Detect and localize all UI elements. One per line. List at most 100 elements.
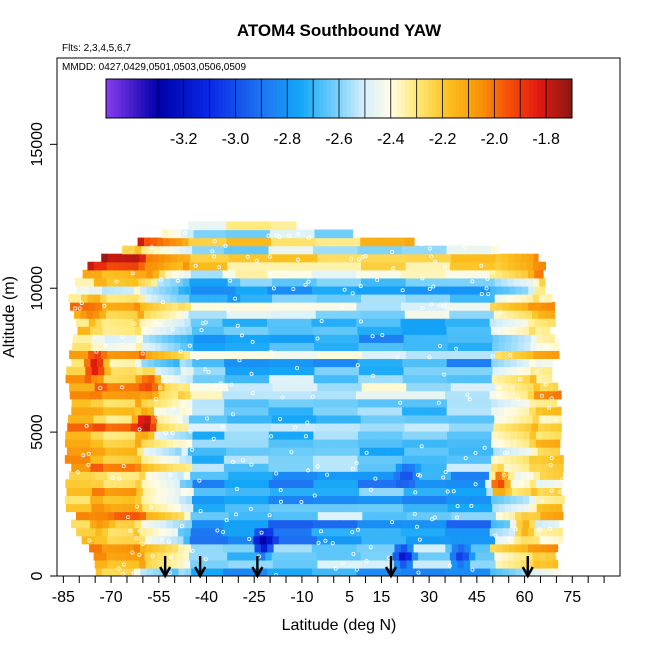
heatmap-cell [291,382,299,392]
sample-point [157,322,162,327]
heatmap-cell [147,519,155,529]
heatmap-cell [414,326,422,335]
heatmap-cell [332,398,340,408]
heatmap-cell [370,406,378,416]
heatmap-cell [232,221,240,231]
sample-point [211,436,216,441]
heatmap-cell [224,374,232,384]
heatmap-cell [352,487,360,497]
sample-point [249,371,254,376]
heatmap-cell [200,221,208,231]
heatmap-cell [381,543,389,553]
heatmap-cell [272,350,280,360]
heatmap-cell [299,567,307,576]
heatmap-cell [208,261,216,271]
heatmap-cell [502,543,510,553]
heatmap-cell [406,471,414,480]
heatmap-cell [86,447,94,456]
heatmap-cell [148,374,156,384]
heatmap-cell [198,463,206,472]
heatmap-cell [469,350,477,360]
heatmap-cell [116,374,124,384]
heatmap-cell [246,414,254,424]
heatmap-cell [300,439,308,448]
heatmap-cell [558,535,564,545]
heatmap-cell [457,269,465,279]
heatmap-cell [175,237,183,247]
sample-point [375,277,380,282]
heatmap-cell [303,261,311,271]
sample-point [200,321,205,326]
heatmap-cell [161,334,169,343]
heatmap-cell [495,559,503,569]
heatmap-cell [239,221,247,231]
heatmap-cell [523,374,531,384]
heatmap-cell [196,511,204,521]
heatmap-cell [134,455,142,464]
heatmap-cell [314,366,322,376]
heatmap-cell [226,221,234,231]
heatmap-cell [314,487,322,497]
heatmap-cell [470,511,478,521]
heatmap-cell [248,269,255,279]
heatmap-cell [278,293,286,303]
sample-point [540,393,545,398]
sample-point [140,351,145,356]
heatmap-cell [259,535,267,545]
sample-point [117,476,122,481]
heatmap-cell [499,487,507,497]
heatmap-cell [487,310,495,319]
y-tick-label: 5000 [29,414,46,450]
heatmap-cell [363,245,371,255]
heatmap-cell [130,422,138,432]
profile-arrow [251,556,264,579]
heatmap-cell [99,551,107,561]
heatmap-cell [545,414,553,424]
heatmap-cell [489,253,497,263]
heatmap-cell [90,439,98,448]
heatmap-cell [491,495,498,505]
heatmap-cell [409,342,417,351]
heatmap-cell [540,269,544,279]
sample-point [490,270,495,275]
heatmap-cell [312,519,320,529]
heatmap-cell [347,310,355,319]
heatmap-cell [442,310,450,319]
heatmap-cell [334,237,342,247]
heatmap-cell [512,422,520,432]
heatmap-cell [304,559,312,569]
heatmap-cell [211,479,219,488]
heatmap-cell [76,302,84,311]
heatmap-cell [95,269,103,279]
heatmap-cell [399,293,407,303]
heatmap-cell [228,511,236,521]
heatmap-cell [553,527,561,537]
heatmap-cell [427,430,435,440]
heatmap-cell [491,430,499,440]
profile-arrow-head [159,566,172,579]
heatmap-cell [76,318,84,327]
heatmap-cell [240,261,248,271]
heatmap-cell [262,245,270,255]
heatmap-cell [400,511,408,521]
heatmap-cell [398,237,406,247]
heatmap-cell [159,543,167,553]
heatmap-cell [303,293,311,303]
heatmap-cell [150,310,158,319]
heatmap-cell [119,293,127,303]
heatmap-cell [463,535,471,545]
heatmap-cell [456,261,464,271]
heatmap-cell [271,261,279,271]
heatmap-cell [237,342,245,351]
heatmap-cell [426,543,434,553]
sample-point [188,429,193,434]
colorbar-segment [544,79,550,118]
heatmap-cell [454,366,462,376]
sample-point [195,356,200,361]
heatmap-cell [472,463,479,472]
sample-point [178,349,183,354]
heatmap-cell [516,495,524,505]
heatmap-cell [449,310,457,319]
heatmap-cell [230,374,238,384]
heatmap-cell [484,439,492,448]
